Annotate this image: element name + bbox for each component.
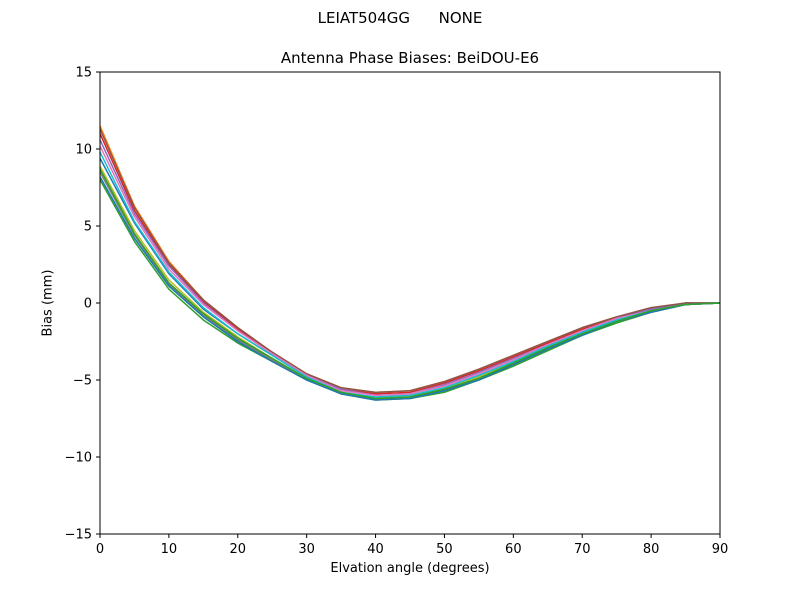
series-line-5 [99, 139, 720, 397]
figure-suptitle: LEIAT504GG NONE [317, 9, 483, 27]
y-tick-label: 5 [84, 220, 92, 235]
plot-area-frame [99, 71, 721, 535]
axis-ticks: 0 10 20 30 40 50 60 70 80 90 −15 −10 −5 0 5 10 15 [65, 66, 729, 558]
x-tick-label: 60 [505, 542, 522, 557]
series-line-4 [99, 133, 720, 395]
x-tick-label: 40 [367, 542, 384, 557]
y-tick-label: −5 [73, 374, 92, 389]
y-tick-label: 0 [84, 297, 92, 312]
series-line-1 [99, 157, 721, 400]
chart-title: Antenna Phase Biases: BeiDOU-E6 [280, 49, 540, 67]
series-line-7 [99, 145, 721, 397]
y-axis-label: Bias (mm) [40, 269, 56, 337]
series-line-9 [99, 165, 721, 400]
x-tick-label: 20 [230, 542, 247, 557]
y-tick-label: −10 [65, 451, 92, 466]
x-tick-label: 50 [436, 542, 453, 557]
y-tick-label: 10 [75, 143, 92, 158]
y-tick-label: −15 [65, 528, 92, 543]
series-lines [99, 125, 721, 401]
series-line-6 [99, 128, 720, 394]
x-axis-label: Elvation angle (degrees) [330, 561, 490, 576]
x-tick-label: 90 [712, 542, 729, 557]
series-line-8 [99, 171, 721, 400]
y-tick-label: 15 [75, 66, 92, 81]
x-tick-label: 80 [643, 542, 660, 557]
x-tick-label: 0 [96, 542, 104, 557]
x-tick-label: 10 [161, 542, 178, 557]
series-line-2 [99, 125, 720, 394]
x-tick-label: 70 [574, 542, 591, 557]
series-line-10 [99, 151, 721, 398]
series-line-12 [99, 168, 721, 400]
x-tick-label: 30 [298, 542, 315, 557]
